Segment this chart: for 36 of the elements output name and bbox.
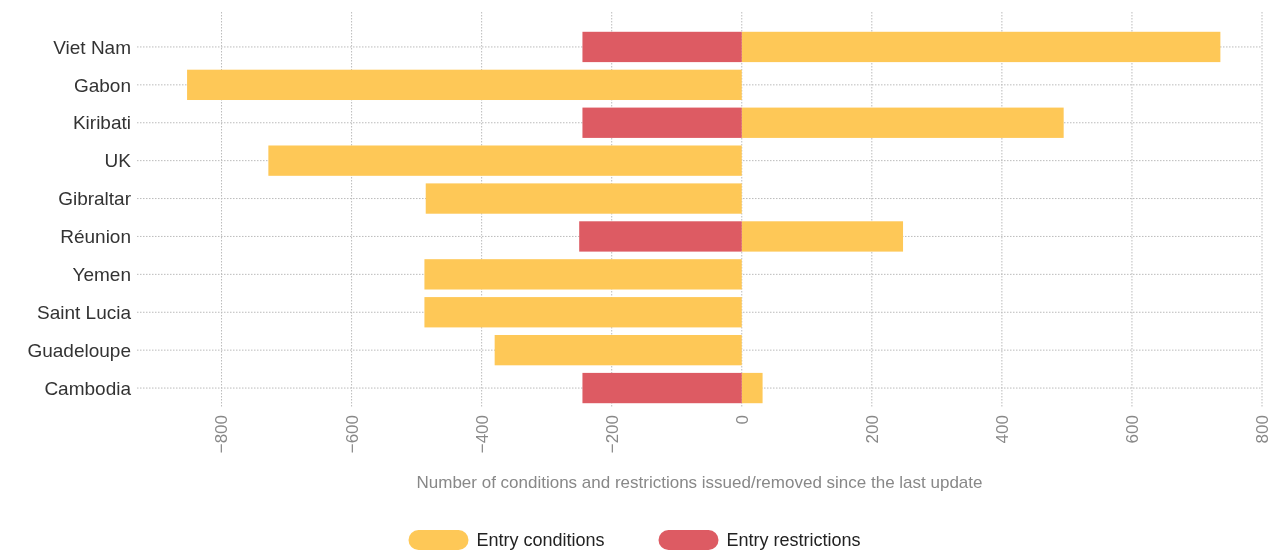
legend-label: Entry conditions [476, 530, 605, 551]
bar [741, 372, 763, 404]
bar [741, 31, 1221, 63]
x-tick-label: 600 [1122, 415, 1142, 444]
y-tick-label: Saint Lucia [36, 301, 132, 323]
bar [425, 183, 742, 214]
y-tick-label: Viet Nam [53, 36, 131, 58]
y-tick-label: Gibraltar [58, 188, 132, 210]
y-tick-label: UK [104, 150, 132, 172]
bar [582, 372, 742, 404]
x-axis-title: Number of conditions and restrictions issued/removed since the last update [416, 473, 983, 492]
bar [579, 221, 742, 252]
legend-label: Entry restrictions [726, 530, 861, 551]
bar [424, 259, 742, 290]
x-tick-label: −400 [472, 415, 492, 454]
x-tick-label: −800 [212, 415, 232, 454]
bar [424, 297, 742, 328]
x-tick-label: 800 [1252, 415, 1272, 444]
y-tick-label: Gabon [73, 74, 131, 96]
y-tick-label: Guadeloupe [27, 339, 131, 361]
bar [187, 69, 742, 101]
y-tick-label: Kiribati [72, 112, 131, 134]
y-tick-label: Réunion [60, 226, 131, 248]
bar [582, 31, 742, 63]
bar [741, 221, 904, 252]
x-tick-label: 400 [992, 415, 1012, 444]
bar [268, 145, 742, 176]
bar [741, 107, 1064, 138]
x-tick-label: −200 [602, 415, 622, 454]
x-tick-label: 200 [862, 415, 882, 444]
bar [494, 334, 742, 366]
y-tick-label: Yemen [72, 264, 131, 285]
bar [582, 107, 742, 138]
y-tick-label: Cambodia [44, 377, 132, 399]
x-tick-label: 0 [732, 415, 752, 425]
x-tick-label: −600 [342, 415, 362, 454]
